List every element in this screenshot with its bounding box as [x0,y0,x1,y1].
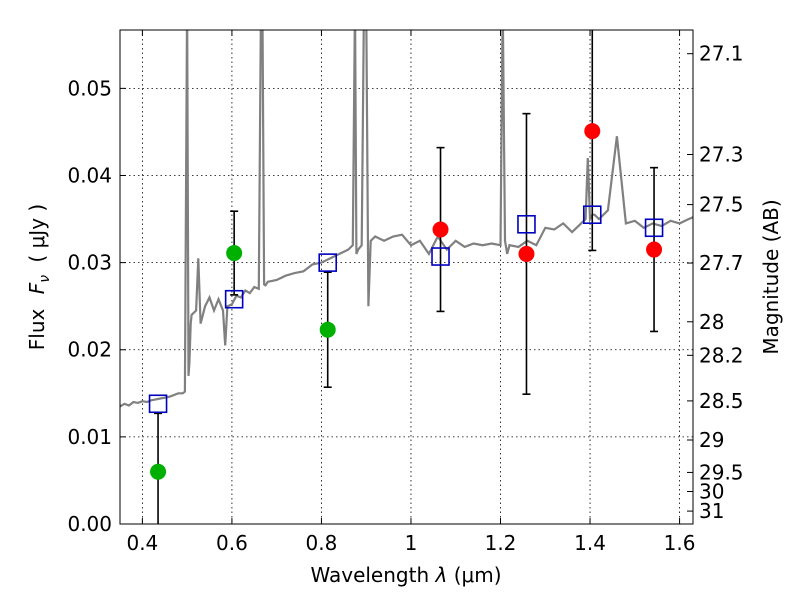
y-tick-label: 0.01 [67,425,112,449]
x-axis-label-prefix: Wavelength [310,563,429,587]
data-point-circle [226,245,243,262]
data-point-circle [432,221,449,238]
data-points [148,30,664,524]
data-point-square [224,289,244,309]
data-point-circle [518,245,535,262]
y-axis-ticks: 0.00 0.01 0.02 0.03 0.04 0.05 [67,76,126,536]
data-point-square [318,253,338,272]
data-point-circle [319,321,336,338]
x-axis-label-unit: (μm) [454,563,502,587]
y-axis-label-prefix: Flux [25,308,49,350]
x-tick-label: 1.4 [574,531,606,555]
y-axis-label: Flux Fν ( μJy ) [25,204,54,350]
data-point-circle [646,241,663,258]
x-tick-label: 0.8 [306,531,338,555]
x-tick-label: 1.6 [664,531,696,555]
data-point-circle [150,463,167,480]
x-tick-label: 0.6 [216,531,248,555]
data-point-circle [584,123,601,140]
y2-tick-label: 30 [699,480,724,504]
x-tick-label: 1.2 [485,531,517,555]
grid-lines [120,30,693,525]
y-tick-label: 0.05 [67,76,112,100]
data-point-square [582,205,602,225]
data-point-square [644,218,664,238]
y2-tick-label: 31 [699,499,724,523]
data-point-square [431,247,450,266]
y-axis-label-sub: ν [37,275,53,283]
y-tick-label: 0.04 [67,163,112,187]
x-axis-label-symbol: λ [435,563,448,587]
x-axis-ticks: 0.4 0.6 0.8 1 1.2 1.4 1.6 [126,30,695,555]
y2-tick-label: 29 [699,428,724,452]
y-tick-label: 0.03 [67,251,112,275]
y-axis-label-symbol: F [25,282,49,294]
y-axis-label-unit: ( μJy ) [25,204,49,263]
x-tick-label: 1 [405,531,418,555]
x-tick-label: 0.4 [126,531,158,555]
y2-tick-label: 27.7 [699,251,744,275]
y2-tick-label: 29.5 [699,460,744,484]
y2-tick-label: 28.5 [699,389,744,413]
y2-axis-label: Magnitude (AB) [759,199,783,354]
y2-tick-label: 28 [699,310,724,334]
data-point-square [517,214,536,234]
data-point-square [148,394,168,414]
model-spectrum-line [120,30,693,408]
x-axis-label: Wavelength λ (μm) [310,563,501,587]
y2-tick-label: 27.3 [699,143,744,167]
y2-tick-label: 27.1 [699,42,744,66]
y2-tick-label: 27.5 [699,193,744,217]
y-tick-label: 0.00 [67,512,112,536]
y2-tick-label: 28.2 [699,343,744,367]
y-tick-label: 0.02 [67,338,112,362]
plot-content [120,30,693,524]
plot-frame [119,29,694,525]
